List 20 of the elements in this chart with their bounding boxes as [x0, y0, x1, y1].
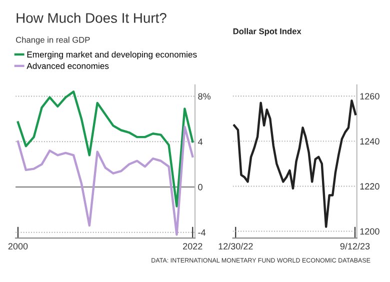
y-tick-label: -4	[198, 229, 206, 236]
y-tick-label: 1220	[360, 183, 380, 190]
line-series	[16, 90, 194, 208]
x-tick-label: 12/30/22	[218, 242, 253, 250]
chart-title: How Much Does It Hurt?	[16, 12, 166, 23]
y-tick-label: 1200	[360, 228, 380, 235]
chart-title: Dollar Spot Index	[233, 28, 302, 36]
y-tick-label: 4	[198, 138, 203, 145]
legend-label: Emerging market and developing economies	[27, 51, 197, 60]
legend-label: Advanced economies	[26, 62, 109, 70]
line-series	[233, 100, 357, 228]
line-series	[16, 126, 194, 236]
y-tick-label: 0	[198, 184, 202, 190]
y-tick-label: 8%	[198, 93, 211, 100]
x-tick-label: 9/12/23	[340, 242, 370, 250]
x-tick-label: 2000	[8, 243, 28, 250]
y-tick-label: 1240	[360, 138, 380, 145]
x-tick-label: 2022	[183, 243, 202, 250]
y-tick-label: 1260	[360, 93, 380, 100]
chart-subtitle: Change in real GDP	[16, 36, 90, 44]
